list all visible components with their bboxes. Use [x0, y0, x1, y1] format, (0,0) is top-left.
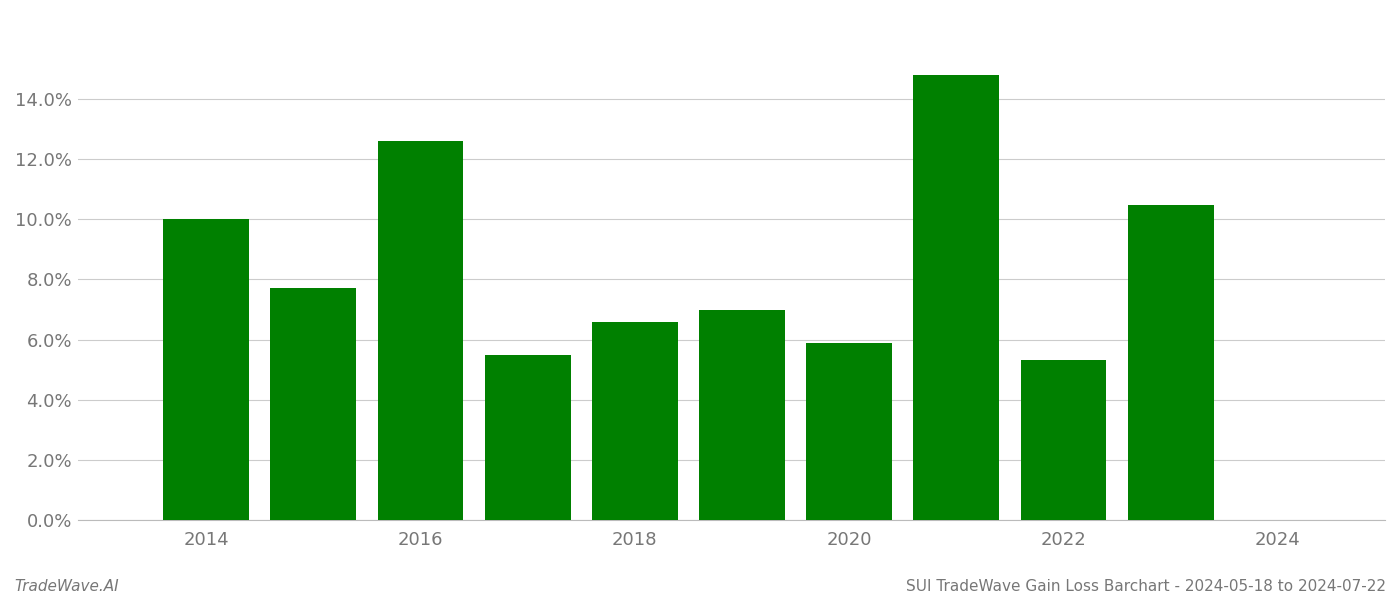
Bar: [1128, 205, 1214, 520]
Bar: [913, 75, 1000, 520]
Bar: [378, 141, 463, 520]
Bar: [164, 219, 249, 520]
Bar: [592, 322, 678, 520]
Bar: [270, 288, 356, 520]
Bar: [1021, 360, 1106, 520]
Bar: [699, 310, 785, 520]
Text: SUI TradeWave Gain Loss Barchart - 2024-05-18 to 2024-07-22: SUI TradeWave Gain Loss Barchart - 2024-…: [906, 579, 1386, 594]
Bar: [484, 355, 571, 520]
Bar: [806, 343, 892, 520]
Text: TradeWave.AI: TradeWave.AI: [14, 579, 119, 594]
